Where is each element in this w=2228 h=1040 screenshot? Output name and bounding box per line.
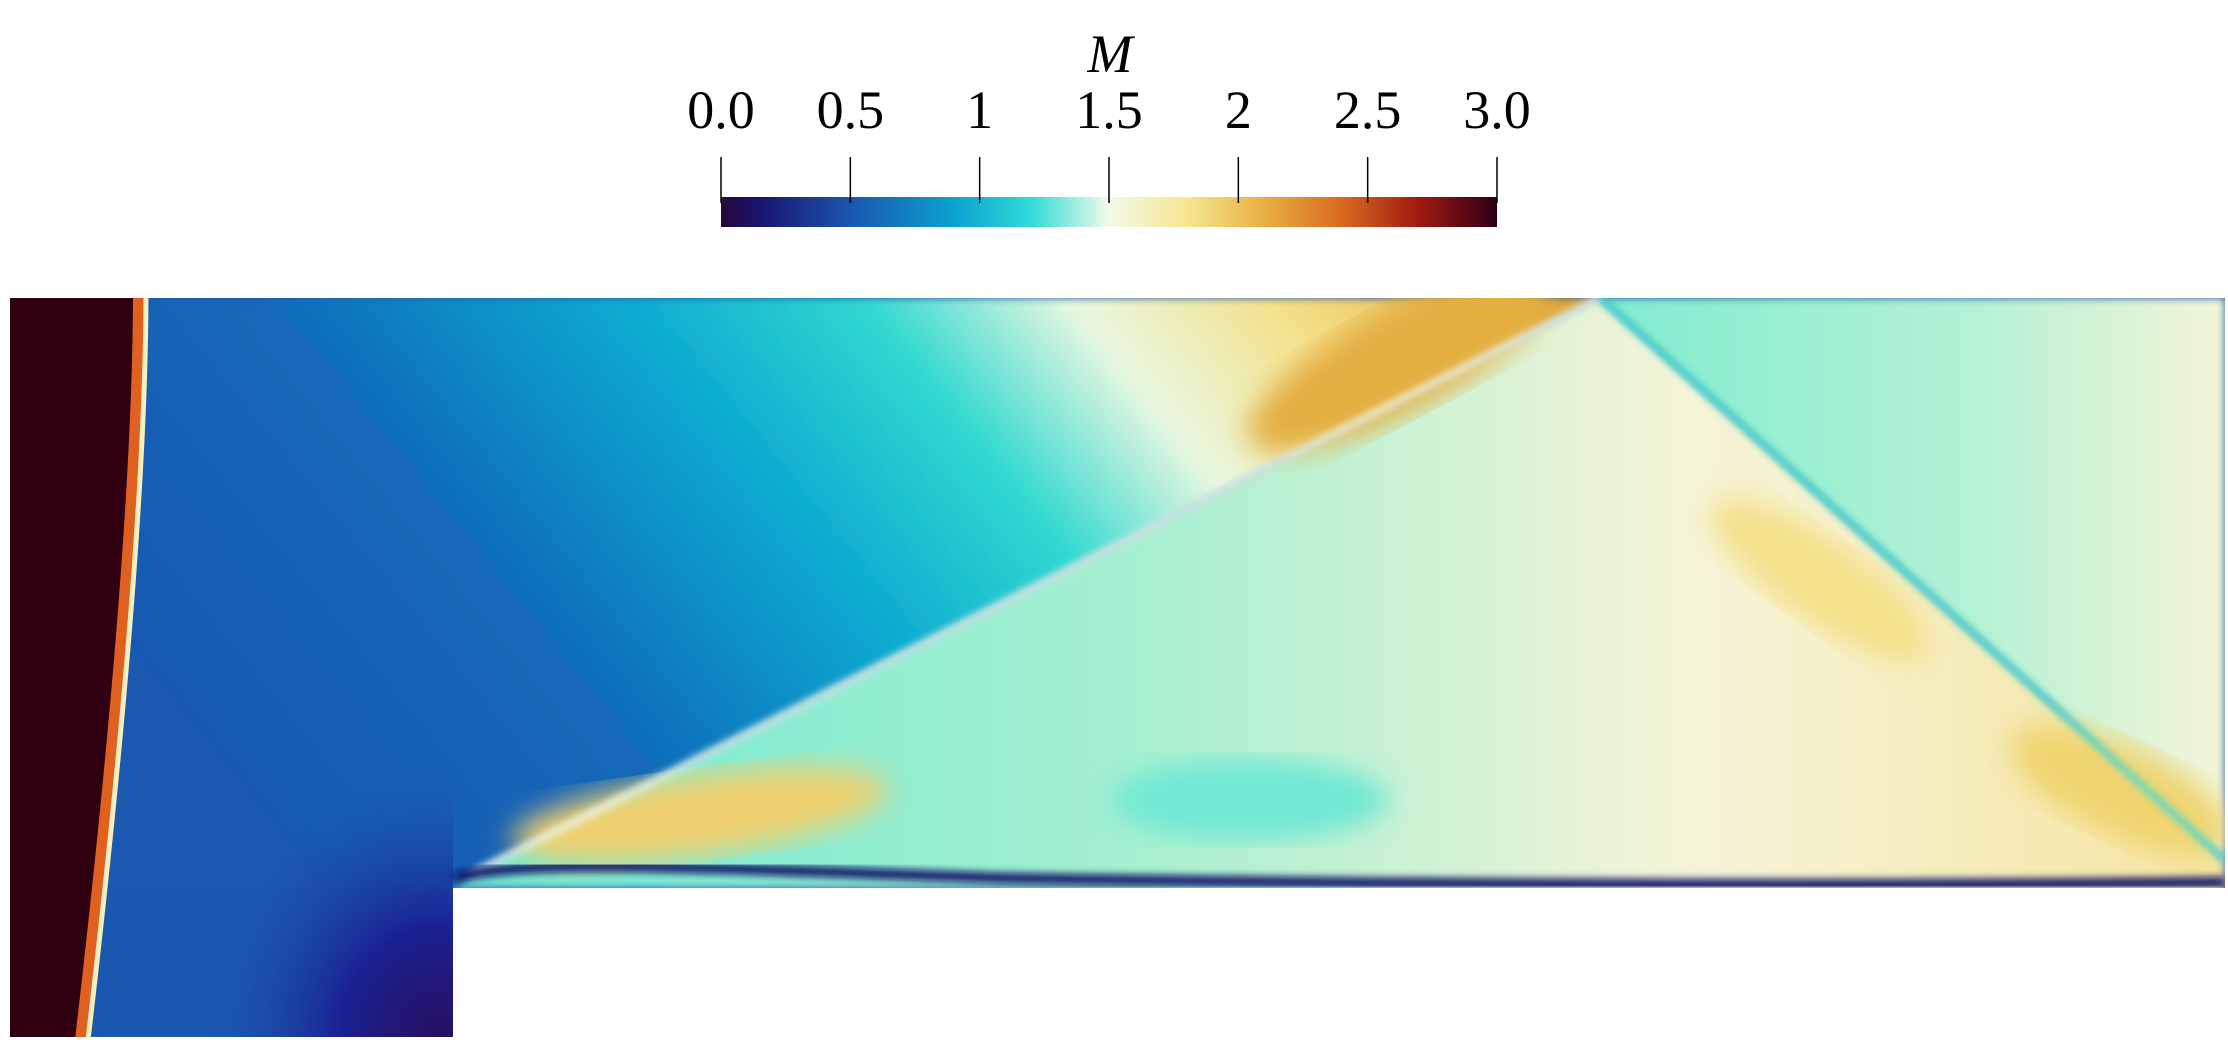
colorbar-tick-label: 0.5 <box>817 80 885 140</box>
colorbar-tick-label: 3.0 <box>1463 80 1531 140</box>
colorbar-tick-label: 0.0 <box>687 80 755 140</box>
colorbar-title: M <box>1087 24 1136 84</box>
mach-field <box>10 298 2225 1037</box>
colorbar-tick-label: 2.5 <box>1334 80 1402 140</box>
colorbar-tick-label: 1 <box>966 80 993 140</box>
colorbar-ticks: 0.0 0.5 1 1.5 2 2.5 3.0 <box>687 80 1531 203</box>
colorbar-tick-label: 1.5 <box>1075 80 1143 140</box>
colorbar-tick-label: 2 <box>1225 80 1252 140</box>
